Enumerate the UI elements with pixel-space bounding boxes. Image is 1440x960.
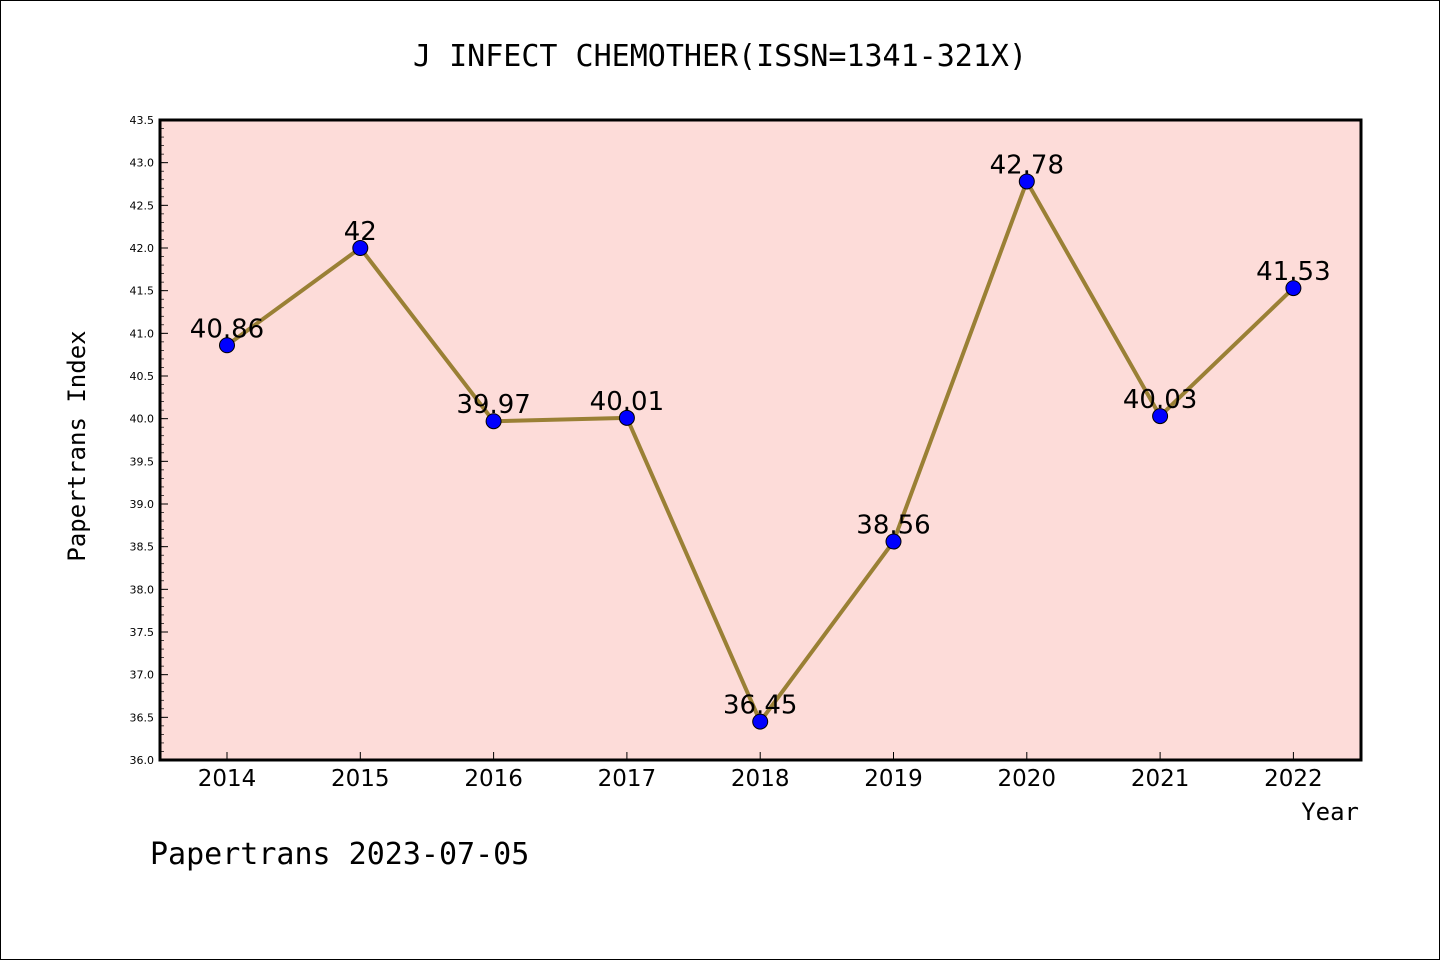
data-point	[1018, 173, 1035, 190]
data-label: 38.56	[856, 511, 930, 541]
x-axis-title: Year	[1301, 798, 1359, 826]
x-tick-label: 2019	[864, 766, 923, 792]
y-tick-label: 40.0	[130, 413, 155, 426]
y-tick-label: 37.0	[130, 669, 155, 682]
y-tick-label: 36.5	[130, 711, 155, 724]
x-tick-label: 2021	[1131, 766, 1190, 792]
x-axis: 2014 2015 2016 2017 2018 2019 2020 2021 2022	[198, 752, 1323, 792]
y-axis-title: Papertrans Index	[63, 330, 91, 561]
data-point	[885, 533, 902, 550]
data-point	[1285, 280, 1302, 297]
y-tick-label: 43.0	[130, 157, 155, 170]
y-axis: 36.0 36.5 37.0 37.5 38.0 38.5 39.0 39.5 40.0 40.5…	[130, 114, 168, 767]
y-tick-label: 42.5	[130, 199, 155, 212]
y-tick-label: 41.0	[130, 327, 155, 340]
y-tick-label: 38.0	[130, 583, 155, 596]
plot-area	[158, 118, 1363, 762]
data-point	[219, 337, 235, 354]
data-label: 42.78	[990, 150, 1064, 180]
x-tick-label: 2017	[598, 766, 657, 792]
y-tick-label: 37.5	[130, 626, 155, 639]
chart-title: J INFECT CHEMOTHER(ISSN=1341-321X)	[413, 39, 1027, 74]
data-label: 36.45	[723, 691, 797, 721]
y-tick-label: 38.5	[130, 541, 155, 554]
data-point	[1152, 408, 1169, 425]
y-tick-label: 39.0	[130, 498, 155, 511]
data-label: 39.97	[456, 390, 530, 420]
y-tick-label: 42.0	[130, 242, 155, 255]
data-point	[485, 413, 502, 430]
x-tick-label: 2015	[331, 766, 390, 792]
y-tick-label: 40.5	[130, 370, 155, 383]
y-tick-label: 36.0	[130, 754, 155, 767]
data-label: 40.86	[190, 314, 264, 344]
data-label: 41.53	[1256, 257, 1330, 287]
x-tick-label: 2018	[731, 766, 790, 792]
y-tick-label: 43.5	[130, 114, 155, 127]
data-series: 40.86 42 39.97 40.01 36.45 38.56 42.78 40.03 41.…	[190, 150, 1331, 730]
footer-credit: Papertrans 2023-07-05	[150, 837, 529, 872]
x-tick-label: 2020	[998, 766, 1057, 792]
x-tick-label: 2016	[464, 766, 523, 792]
x-tick-label: 2022	[1264, 766, 1323, 792]
y-tick-label: 39.5	[130, 455, 155, 468]
data-label: 40.03	[1123, 385, 1197, 415]
y-tick-label: 41.5	[130, 285, 155, 298]
data-point	[618, 409, 635, 426]
data-point	[352, 240, 369, 256]
x-tick-label: 2014	[198, 766, 257, 792]
data-point	[752, 713, 769, 730]
data-label: 40.01	[590, 387, 664, 417]
data-label: 42	[344, 217, 377, 247]
